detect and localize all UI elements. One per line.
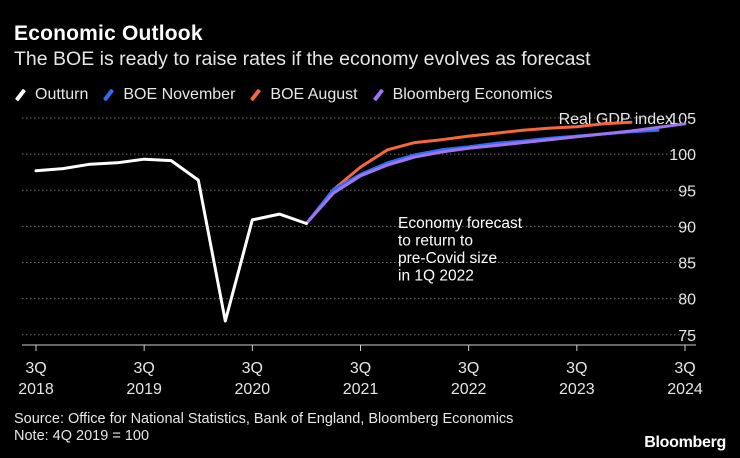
- series-line-outturn: [34, 157, 308, 323]
- legend-label: BOE August: [270, 86, 358, 103]
- x-tick-label: 3Q: [566, 360, 587, 377]
- legend-item-bloomberg-economics: Bloomberg Economics: [372, 86, 553, 104]
- legend-label: Outturn: [35, 86, 89, 103]
- x-tick-label: 2022: [451, 381, 487, 398]
- y-tick-label: 95: [678, 183, 696, 200]
- y-tick-label: 80: [678, 292, 696, 309]
- chart-subtitle: The BOE is ready to raise rates if the e…: [14, 48, 591, 70]
- forecast-annotation-line: Economy forecast: [398, 215, 523, 232]
- source-note: Source: Office for National Statistics, …: [14, 411, 514, 427]
- x-tick-label: 3Q: [674, 360, 695, 377]
- legend-item-outturn: Outturn: [14, 86, 88, 104]
- chart-title: Economic Outlook: [14, 22, 203, 45]
- index-note: Note: 4Q 2019 = 100: [14, 428, 150, 444]
- x-tick-label: 3Q: [242, 360, 263, 377]
- x-tick-label: 3Q: [133, 360, 154, 377]
- x-tick-label: 2019: [126, 381, 162, 398]
- x-tick-label: 3Q: [458, 360, 479, 377]
- forecast-annotation-line: to return to: [398, 233, 473, 250]
- legend-label: BOE November: [123, 86, 236, 103]
- x-tick-label: 2018: [18, 381, 54, 398]
- x-tick-label: 2024: [667, 381, 703, 398]
- x-tick-label: 3Q: [25, 360, 46, 377]
- x-tick-label: 3Q: [350, 360, 371, 377]
- x-tick-label: 2021: [343, 381, 379, 398]
- legend: Outturn BOE November BOE August Bloomber…: [14, 86, 567, 104]
- forecast-annotation-line: pre-Covid size: [398, 250, 497, 267]
- y-axis-label: Real GDP index: [559, 111, 673, 128]
- y-tick-label: 75: [678, 328, 696, 345]
- bloomberg-logo: Bloomberg: [644, 434, 726, 451]
- series-line-boe-august: [304, 120, 633, 225]
- legend-item-boe-august: BOE August: [249, 86, 358, 104]
- x-tick-label: 2023: [559, 381, 595, 398]
- forecast-annotation-line: in 1Q 2022: [398, 268, 474, 285]
- y-tick-label: 100: [669, 147, 696, 164]
- legend-item-boe-november: BOE November: [102, 86, 235, 104]
- legend-label: Bloomberg Economics: [392, 86, 553, 103]
- y-tick-label: 85: [678, 256, 696, 273]
- y-tick-label: 90: [678, 219, 696, 236]
- x-tick-label: 2020: [235, 381, 271, 398]
- series-line-bloomberg-economics: [304, 122, 687, 225]
